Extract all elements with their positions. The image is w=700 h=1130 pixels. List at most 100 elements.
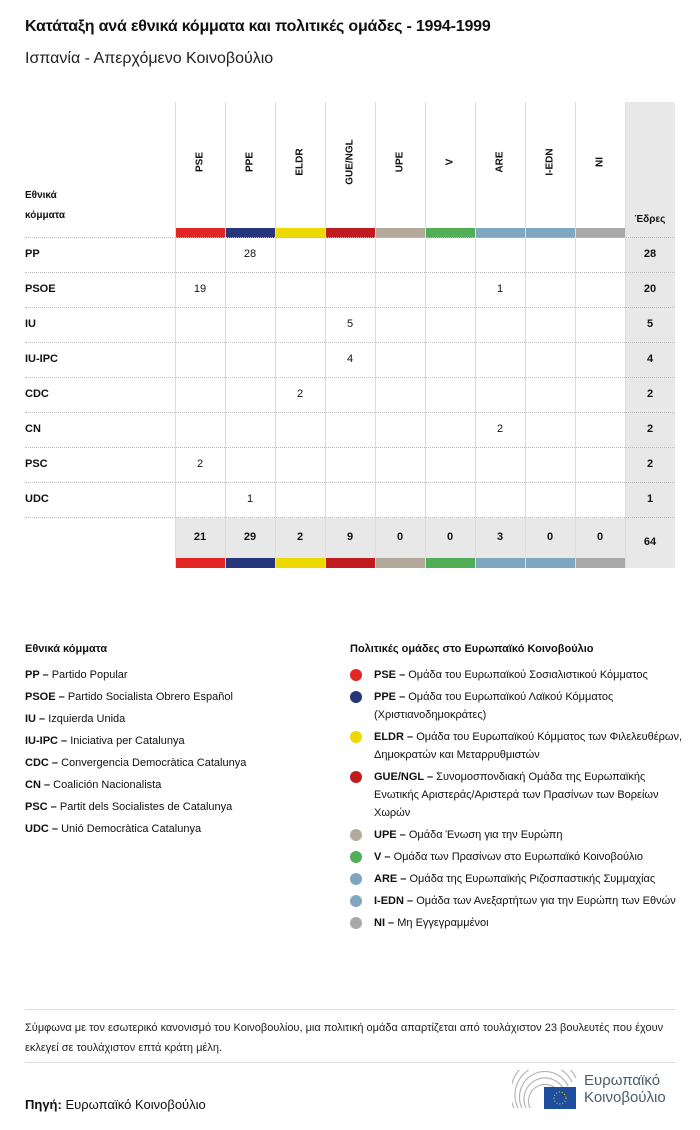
column-header: NI bbox=[575, 102, 625, 222]
group-code: NI bbox=[594, 157, 606, 167]
group-color-bar bbox=[226, 228, 275, 238]
group-color-bar bbox=[176, 228, 225, 238]
group-total: 0 bbox=[596, 531, 604, 543]
party-code: PSC bbox=[25, 801, 48, 813]
column-header: ELDR bbox=[275, 102, 325, 222]
group-color-bar bbox=[276, 558, 325, 568]
party-code: CDC bbox=[25, 757, 49, 769]
column-header: PPE bbox=[225, 102, 275, 222]
group-full-name: Ομάδα των Ανεξαρτήτων για την Ευρώπη των… bbox=[416, 895, 676, 907]
party-name: IU-IPC bbox=[25, 353, 58, 365]
national-legend-item: CDC – Convergencia Democràtica Catalunya bbox=[25, 757, 247, 769]
party-code: IU-IPC bbox=[25, 735, 58, 747]
column-header: I-EDN bbox=[525, 102, 575, 222]
row-total: 4 bbox=[646, 353, 654, 365]
group-full-name: Ομάδα των Πρασίνων στο Ευρωπαϊκό Κοινοβο… bbox=[393, 851, 644, 863]
column-header: UPE bbox=[375, 102, 425, 222]
column-divider bbox=[475, 102, 476, 568]
group-color-dot-icon bbox=[350, 829, 362, 841]
national-legend-item: PSC – Partit dels Socialistes de Catalun… bbox=[25, 801, 233, 813]
group-color-dot-icon bbox=[350, 691, 362, 703]
table-row: CN 2 2 bbox=[25, 412, 675, 448]
group-legend-item: V – Ομάδα των Πρασίνων στο Ευρωπαϊκό Κοι… bbox=[350, 848, 685, 866]
group-full-name: Συνομοσπονδιακή Ομάδα της Ευρωπαϊκής Ενω… bbox=[374, 771, 659, 819]
group-code: PPE bbox=[244, 151, 256, 173]
seat-count: 2 bbox=[196, 458, 204, 470]
column-divider bbox=[175, 102, 176, 568]
party-code: PP bbox=[25, 669, 40, 681]
group-color-bar bbox=[576, 558, 625, 568]
seat-count: 1 bbox=[496, 283, 504, 295]
party-full-name: Partido Socialista Obrero Español bbox=[67, 691, 233, 703]
party-full-name: Coalición Nacionalista bbox=[53, 779, 162, 791]
group-color-bar bbox=[576, 228, 625, 238]
group-color-dot-icon bbox=[350, 851, 362, 863]
column-header: V bbox=[425, 102, 475, 222]
group-color-bar bbox=[476, 228, 525, 238]
group-color-bar bbox=[276, 228, 325, 238]
party-name: CDC bbox=[25, 388, 49, 400]
table-row: UDC 1 1 bbox=[25, 482, 675, 518]
table-row: PSC 2 2 bbox=[25, 447, 675, 483]
group-code: PSE bbox=[374, 669, 397, 681]
row-total: 5 bbox=[646, 318, 654, 330]
party-name: PP bbox=[25, 248, 40, 260]
row-total: 28 bbox=[643, 248, 657, 260]
national-legend-item: IU-IPC – Iniciativa per Catalunya bbox=[25, 735, 185, 747]
divider bbox=[25, 1062, 675, 1063]
totals-row: 21 29 2 9 0 0 3 0 0 64 bbox=[25, 517, 675, 558]
group-color-bar bbox=[376, 228, 425, 238]
logo-text: Ευρωπαϊκό Κοινοβούλιο bbox=[584, 1072, 666, 1106]
group-color-dot-icon bbox=[350, 771, 362, 783]
group-total: 29 bbox=[243, 531, 257, 543]
party-name: PSC bbox=[25, 458, 48, 470]
national-legend-title: Εθνικά κόμματα bbox=[25, 643, 108, 655]
group-color-dot-icon bbox=[350, 917, 362, 929]
group-legend-item: GUE/NGL – Συνομοσπονδιακή Ομάδα της Ευρω… bbox=[350, 768, 685, 822]
group-full-name: Ομάδα του Ευρωπαϊκού Σοσιαλιστικού Κόμμα… bbox=[408, 669, 648, 681]
party-name: UDC bbox=[25, 493, 49, 505]
group-code: UPE bbox=[394, 151, 406, 173]
party-name: PSOE bbox=[25, 283, 56, 295]
divider bbox=[25, 1009, 675, 1010]
seats-column-bg bbox=[625, 102, 675, 568]
column-header: PSE bbox=[175, 102, 225, 222]
ep-logo: Ευρωπαϊκό Κοινοβούλιο bbox=[509, 1057, 682, 1112]
seat-count: 19 bbox=[193, 283, 207, 295]
party-code: UDC bbox=[25, 823, 49, 835]
seat-count: 2 bbox=[296, 388, 304, 400]
column-divider bbox=[625, 102, 626, 568]
national-legend-item: IU – Izquierda Unida bbox=[25, 713, 126, 725]
party-code: CN bbox=[25, 779, 41, 791]
party-code: PSOE bbox=[25, 691, 56, 703]
page-subtitle: Ισπανία - Απερχόμενο Κοινοβούλιο bbox=[25, 50, 274, 67]
row-total: 2 bbox=[646, 388, 654, 400]
group-full-name: Ομάδα Ένωση για την Ευρώπη bbox=[408, 829, 563, 841]
source: Πηγή: Ευρωπαϊκό Κοινοβούλιο bbox=[25, 1097, 206, 1112]
group-total: 9 bbox=[346, 531, 354, 543]
table-row: PSOE 19 1 20 bbox=[25, 272, 675, 308]
group-legend: PSE – Ομάδα του Ευρωπαϊκού Σοσιαλιστικού… bbox=[350, 666, 685, 936]
group-color-bar bbox=[526, 228, 575, 238]
column-header: GUE/NGL bbox=[325, 102, 375, 222]
group-code: I-EDN bbox=[544, 148, 556, 176]
group-total: 0 bbox=[446, 531, 454, 543]
group-full-name: Μη Εγγεγραμμένοι bbox=[397, 917, 489, 929]
group-code: ARE bbox=[374, 873, 398, 885]
group-color-dot-icon bbox=[350, 873, 362, 885]
source-value: Ευρωπαϊκό Κοινοβούλιο bbox=[65, 1097, 206, 1112]
source-label: Πηγή: bbox=[25, 1097, 62, 1112]
group-code: ELDR bbox=[294, 148, 306, 176]
party-code: IU bbox=[25, 713, 36, 725]
group-color-dot-icon bbox=[350, 669, 362, 681]
table-row: PP 28 28 bbox=[25, 237, 675, 273]
national-legend-item: PSOE – Partido Socialista Obrero Español bbox=[25, 691, 233, 703]
party-full-name: Unió Democràtica Catalunya bbox=[61, 823, 202, 835]
seat-count: 28 bbox=[243, 248, 257, 260]
group-color-bar bbox=[176, 558, 225, 568]
group-total: 21 bbox=[193, 531, 207, 543]
seat-count: 5 bbox=[346, 318, 354, 330]
party-full-name: Izquierda Unida bbox=[48, 713, 126, 725]
party-full-name: Partit dels Socialistes de Catalunya bbox=[59, 801, 233, 813]
